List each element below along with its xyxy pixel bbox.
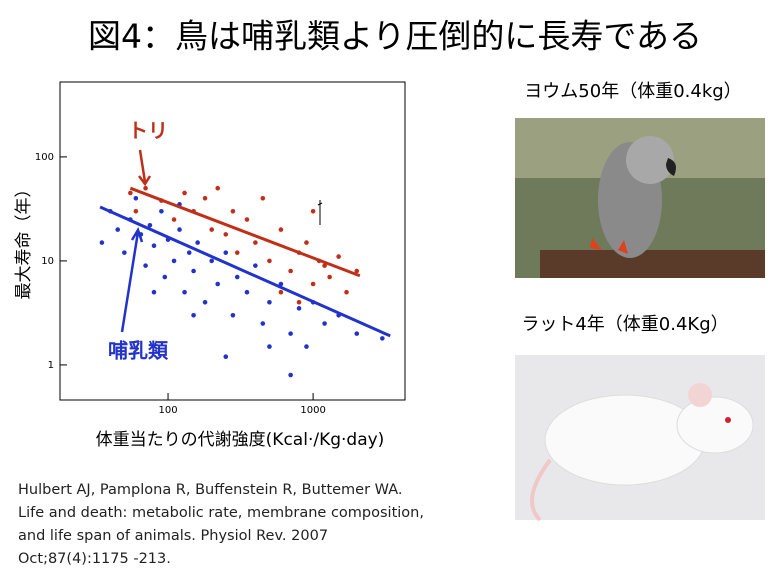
point	[288, 372, 293, 378]
point	[296, 306, 302, 311]
point	[159, 208, 164, 214]
marker	[317, 200, 323, 225]
point	[296, 300, 302, 305]
point	[223, 250, 229, 255]
point	[133, 208, 139, 214]
y-tick-label: 10	[41, 256, 54, 267]
point	[209, 258, 215, 264]
point	[191, 312, 196, 318]
point	[310, 281, 316, 287]
point	[304, 240, 309, 245]
point	[171, 258, 177, 264]
fit-line	[99, 205, 391, 338]
point	[288, 331, 293, 336]
point	[234, 250, 240, 255]
photo-caption: ラット4年（体重0.4Kg）	[521, 314, 728, 335]
point	[115, 227, 121, 232]
point	[151, 289, 157, 295]
point	[230, 208, 236, 214]
y-tick-label: 100	[35, 152, 54, 163]
point	[267, 300, 272, 305]
point	[260, 321, 266, 326]
fit-line	[129, 186, 361, 278]
point	[310, 208, 316, 214]
rat-photo	[515, 355, 765, 522]
point	[380, 336, 385, 341]
point	[267, 258, 272, 264]
point	[354, 331, 360, 336]
x-tick-label: 1000	[300, 405, 325, 416]
point	[278, 281, 284, 287]
point	[253, 263, 258, 268]
point	[128, 190, 133, 196]
point	[138, 232, 144, 237]
point	[151, 243, 157, 249]
point	[162, 274, 168, 280]
annotation: 哺乳類	[108, 339, 169, 363]
point	[147, 222, 153, 228]
point	[171, 217, 177, 222]
point	[215, 281, 221, 287]
point	[209, 227, 215, 232]
point	[182, 289, 187, 295]
photo-caption: ヨウム50年（体重0.4kg）	[524, 81, 741, 102]
point	[215, 185, 221, 191]
point	[344, 289, 349, 295]
point	[253, 240, 258, 245]
point	[230, 312, 236, 318]
point	[202, 300, 208, 305]
point	[177, 227, 182, 232]
slide-title: 図4：鳥は哺乳類より圧倒的に長寿である	[88, 17, 702, 56]
arrow	[138, 149, 152, 187]
point	[336, 254, 341, 259]
point	[322, 263, 327, 268]
citation-line: Life and death: metabolic rate, membrane…	[18, 505, 424, 521]
point	[322, 321, 327, 326]
point	[195, 240, 200, 245]
point	[304, 344, 309, 349]
point	[182, 190, 187, 196]
point	[202, 195, 208, 201]
x-axis-label: 体重当たりの代謝強度(Kcal·/Kg·day)	[96, 430, 385, 450]
point	[244, 217, 250, 222]
annotation: トリ	[128, 119, 168, 143]
parrot-photo	[515, 118, 765, 278]
point	[133, 195, 139, 201]
point	[327, 274, 332, 280]
citation-line: Hulbert AJ, Pamplona R, Buffenstein R, B…	[18, 482, 402, 498]
point	[354, 268, 360, 274]
point	[99, 240, 105, 245]
citation-line: Oct;87(4):1175 -213.	[18, 551, 171, 567]
point	[122, 250, 127, 255]
point	[191, 268, 196, 274]
arrow	[120, 227, 144, 333]
y-tick-label: 1	[48, 360, 54, 371]
x-tick-label: 100	[158, 405, 177, 416]
plot-frame	[59, 81, 406, 401]
point	[278, 289, 284, 295]
point	[143, 263, 148, 268]
point	[278, 227, 284, 232]
point	[223, 232, 229, 237]
point	[260, 195, 266, 201]
y-axis-label: 最大寿命（年）	[14, 181, 34, 300]
point	[223, 354, 229, 359]
citation-line: and life span of animals. Physiol Rev. 2…	[18, 528, 328, 544]
point	[186, 250, 192, 255]
point	[244, 289, 250, 295]
point	[267, 344, 272, 349]
point	[143, 185, 148, 191]
point	[288, 268, 293, 274]
point	[234, 274, 240, 280]
